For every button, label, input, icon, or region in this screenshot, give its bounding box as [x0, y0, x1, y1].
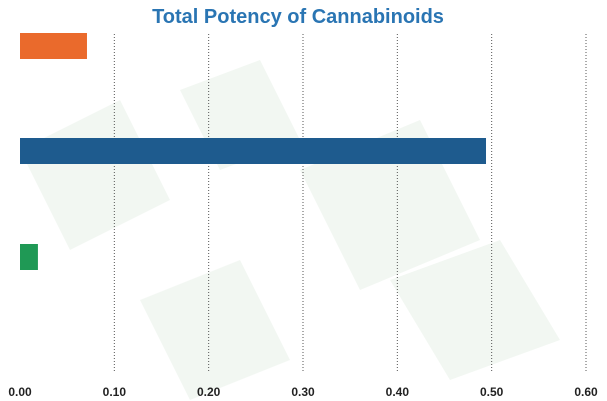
- watermark: [20, 60, 560, 400]
- x-tick-label: 0.60: [574, 385, 598, 399]
- gridlines: [113, 34, 587, 372]
- x-tick-label: 0.20: [197, 385, 221, 399]
- x-tick-label: 0.30: [291, 385, 315, 399]
- chart-title: Total Potency of Cannabinoids: [152, 6, 444, 28]
- bar: [20, 138, 487, 164]
- x-axis-ticks: 0.00 0.10 0.20 0.30 0.40 0.50 0.60: [8, 385, 598, 399]
- bar: [20, 244, 38, 270]
- bar: [20, 33, 87, 59]
- x-tick-label: 0.00: [8, 385, 32, 399]
- x-tick-label: 0.50: [480, 385, 504, 399]
- watermark-shape: [390, 240, 560, 380]
- bars: [20, 33, 487, 270]
- x-tick-label: 0.40: [386, 385, 410, 399]
- x-tick-label: 0.10: [103, 385, 127, 399]
- watermark-shape: [20, 100, 170, 250]
- watermark-shape: [140, 260, 290, 400]
